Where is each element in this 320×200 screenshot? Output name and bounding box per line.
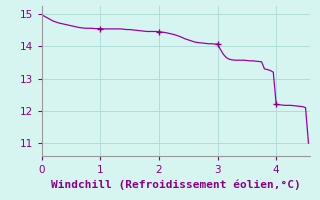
X-axis label: Windchill (Refroidissement éolien,°C): Windchill (Refroidissement éolien,°C) [51,179,301,190]
